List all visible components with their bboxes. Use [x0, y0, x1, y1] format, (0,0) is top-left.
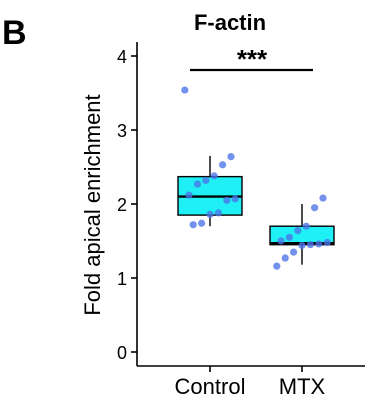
y-axis-label: Fold apical enrichment	[80, 94, 105, 315]
y-tick-label: 0	[117, 343, 127, 363]
data-point	[210, 172, 218, 180]
data-point	[227, 153, 235, 161]
x-tick-label: Control	[175, 374, 246, 399]
plot-area: 0 1 2 3 4 Control MTX ***	[117, 42, 365, 399]
chart-title: F-actin	[194, 10, 266, 35]
y-tick-label: 2	[117, 195, 127, 215]
data-point	[273, 262, 281, 270]
data-point	[198, 219, 206, 227]
data-point	[285, 233, 293, 241]
data-point	[290, 248, 298, 256]
data-point	[323, 238, 331, 247]
x-tick-label: MTX	[279, 374, 326, 399]
y-tick-label: 1	[117, 269, 127, 289]
panel-label: B	[2, 14, 27, 52]
data-point	[181, 86, 189, 94]
data-point	[214, 209, 222, 217]
data-point	[189, 221, 197, 229]
y-tick-label: 4	[117, 47, 127, 67]
data-point	[202, 176, 210, 184]
data-point	[219, 161, 227, 169]
data-point	[311, 204, 319, 212]
data-point	[306, 241, 314, 249]
data-point	[294, 227, 302, 235]
data-point	[206, 210, 214, 218]
data-point	[231, 195, 239, 203]
data-point	[223, 196, 231, 204]
data-point	[277, 237, 285, 245]
data-point	[185, 191, 193, 199]
data-point	[193, 180, 201, 188]
data-point	[298, 241, 306, 250]
significance-label: ***	[237, 44, 268, 74]
data-point	[281, 254, 289, 262]
data-point	[302, 222, 310, 230]
data-point	[315, 240, 323, 248]
data-point	[319, 194, 327, 202]
y-tick-label: 3	[117, 121, 127, 141]
